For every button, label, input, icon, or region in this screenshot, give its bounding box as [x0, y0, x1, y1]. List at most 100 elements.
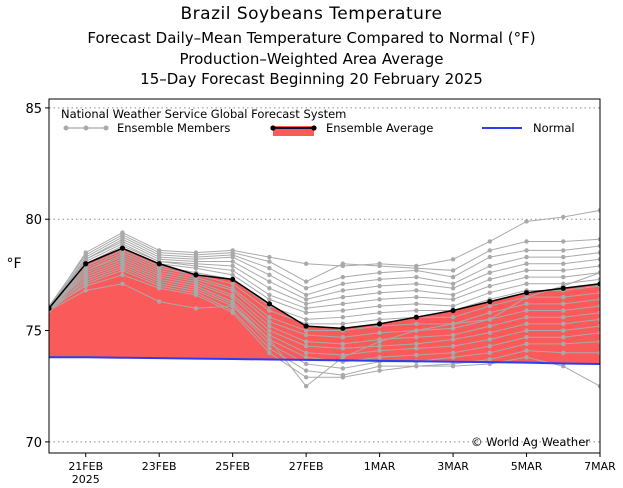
member-point: [450, 303, 456, 309]
member-point: [561, 261, 566, 266]
average-point: [597, 281, 600, 287]
member-point: [524, 281, 529, 286]
member-point: [597, 243, 600, 249]
member-point: [450, 292, 456, 298]
member-point: [303, 301, 309, 307]
average-point: [487, 299, 493, 305]
member-point: [414, 301, 419, 307]
legend-members-dot: [63, 125, 69, 131]
member-point: [487, 290, 492, 295]
average-point: [560, 285, 566, 291]
member-point: [303, 279, 309, 284]
member-point: [230, 272, 235, 278]
member-point: [487, 343, 492, 349]
member-point: [524, 348, 529, 353]
member-point: [193, 266, 199, 271]
member-point: [524, 328, 529, 333]
x-tick-label: 23FEB: [142, 460, 177, 473]
member-point: [340, 355, 346, 360]
member-point: [414, 274, 419, 280]
member-point: [414, 352, 419, 358]
member-point: [487, 323, 492, 329]
member-point: [561, 294, 566, 300]
member-point: [303, 355, 309, 360]
member-point: [487, 350, 492, 356]
member-point: [524, 335, 529, 340]
member-point: [561, 341, 566, 347]
member-point: [377, 343, 382, 349]
x-tick-label: 1MAR: [364, 460, 396, 473]
member-point: [450, 326, 456, 331]
member-point: [414, 328, 419, 333]
legend-average-label: Ensemble Average: [326, 121, 433, 135]
legend-members-dot: [83, 125, 89, 131]
member-point: [267, 292, 272, 298]
member-point: [597, 277, 600, 282]
member-point: [267, 337, 272, 342]
member-point: [414, 281, 419, 286]
chart-title: Brazil Soybeans Temperature: [180, 4, 443, 24]
member-point: [524, 294, 529, 300]
average-point: [83, 261, 89, 267]
member-point: [377, 330, 382, 335]
member-point: [230, 254, 235, 260]
member-point: [524, 301, 529, 307]
member-line: [49, 252, 600, 325]
member-point: [524, 314, 529, 320]
member-point: [303, 317, 309, 322]
member-point: [524, 261, 529, 266]
member-point: [487, 330, 492, 335]
y-tick-label: 75: [25, 325, 42, 340]
member-point: [414, 335, 419, 340]
member-point: [340, 301, 346, 307]
member-point: [230, 294, 235, 300]
member-point: [561, 308, 566, 313]
chart-subtitle-2: Production–Weighted Area Average: [179, 50, 444, 68]
member-point: [487, 254, 492, 260]
member-point: [120, 268, 125, 273]
member-point: [377, 303, 382, 309]
average-point: [156, 261, 162, 267]
member-point: [597, 330, 600, 335]
member-point: [450, 274, 456, 280]
member-point: [597, 317, 600, 322]
member-point: [340, 274, 346, 280]
member-point: [267, 254, 272, 260]
member-point: [487, 248, 492, 253]
member-point: [303, 286, 309, 291]
member-point: [193, 292, 199, 298]
member-point: [450, 297, 456, 302]
legend-members-dot: [103, 125, 109, 131]
member-point: [414, 294, 419, 300]
member-point: [340, 281, 346, 286]
member-point: [561, 248, 566, 253]
member-point: [303, 292, 309, 298]
member-point: [487, 337, 492, 342]
member-point: [450, 343, 456, 349]
member-point: [340, 261, 346, 266]
normal-line: [49, 356, 600, 365]
member-line: [49, 243, 600, 307]
member-point: [414, 363, 419, 369]
member-line: [49, 245, 600, 309]
member-point: [597, 237, 600, 242]
anomaly-fill: [49, 248, 600, 364]
average-point: [119, 245, 126, 251]
member-point: [340, 366, 346, 371]
member-point: [377, 355, 382, 360]
legend-average-dot: [311, 125, 317, 131]
member-point: [561, 328, 566, 333]
member-line: [49, 272, 600, 387]
member-point: [524, 219, 529, 224]
member-point: [303, 361, 309, 367]
legend-members-label: Ensemble Members: [117, 121, 230, 135]
member-point: [487, 270, 492, 275]
ensemble-average: [49, 245, 600, 331]
member-line: [49, 240, 600, 309]
member-point: [487, 239, 492, 244]
member-point: [597, 270, 600, 275]
member-line: [49, 238, 600, 311]
member-point: [450, 337, 456, 342]
member-point: [487, 357, 492, 362]
member-point: [157, 299, 162, 304]
